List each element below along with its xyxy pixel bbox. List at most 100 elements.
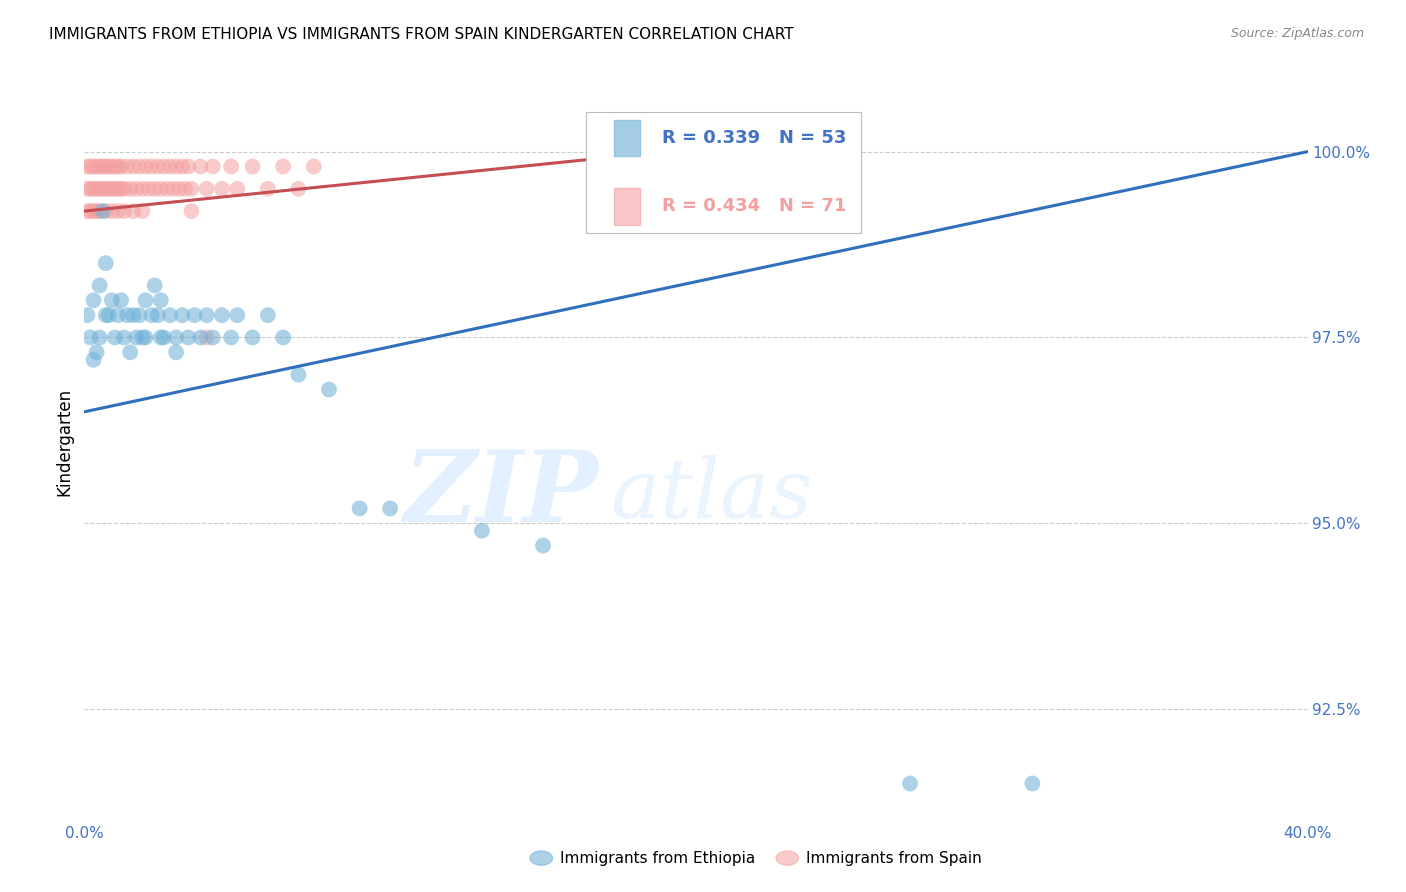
Point [97,308,120,322]
Point [287,182,309,196]
Point [79,182,101,196]
Point [122,308,145,322]
Point [110,160,132,174]
Point [110,293,132,308]
Point [83,160,105,174]
Point [83,352,105,367]
Point [471,524,494,538]
Point [146,160,169,174]
Point [271,330,294,344]
Point [153,160,176,174]
Point [94,204,117,219]
Point [79,330,101,344]
Point [201,330,224,344]
Point [125,182,148,196]
Point [257,308,280,322]
Point [172,308,194,322]
Point [242,160,264,174]
Point [131,330,153,344]
Text: Source: ZipAtlas.com: Source: ZipAtlas.com [1230,27,1364,40]
Point [107,308,129,322]
Point [112,204,135,219]
Point [76,308,98,322]
Point [165,160,187,174]
Point [131,182,153,196]
Point [135,160,157,174]
Point [380,501,402,516]
Point [110,182,132,196]
Point [107,204,129,219]
Point [226,308,249,322]
Point [226,182,249,196]
Point [138,182,160,196]
Point [122,204,145,219]
Point [89,160,111,174]
Point [76,160,98,174]
Point [195,308,218,322]
Point [183,308,205,322]
Point [107,182,129,196]
Point [125,330,148,344]
Point [122,160,145,174]
Point [180,204,202,219]
Text: R = 0.339   N = 53: R = 0.339 N = 53 [662,129,846,147]
FancyBboxPatch shape [586,112,860,233]
Point [190,330,212,344]
Point [101,293,124,308]
Point [165,345,187,359]
Point [211,308,233,322]
Point [177,160,200,174]
Point [83,204,105,219]
Point [149,330,172,344]
Point [128,160,150,174]
Point [76,204,98,219]
Point [131,204,153,219]
Point [302,160,325,174]
Point [101,160,124,174]
Point [104,330,127,344]
Point [115,308,138,322]
Point [89,330,111,344]
Point [190,160,212,174]
Point [79,160,101,174]
Text: R = 0.434   N = 71: R = 0.434 N = 71 [662,197,846,216]
Point [174,182,197,196]
Point [94,182,117,196]
Point [89,204,111,219]
Point [89,278,111,293]
Point [101,204,124,219]
Point [211,182,233,196]
Point [91,204,114,219]
Point [219,160,242,174]
Point [86,160,108,174]
Point [76,182,98,196]
Point [141,160,163,174]
Point [167,182,190,196]
Point [94,308,117,322]
Point [135,293,157,308]
Point [104,182,127,196]
Point [172,160,194,174]
FancyBboxPatch shape [614,120,640,156]
FancyBboxPatch shape [614,188,640,225]
Point [83,293,105,308]
Point [177,330,200,344]
Point [135,330,157,344]
Point [91,160,114,174]
Point [219,330,242,344]
Point [159,308,181,322]
Text: Immigrants from Spain: Immigrants from Spain [806,851,981,865]
Point [104,160,127,174]
Point [287,368,309,382]
Point [349,501,371,516]
Point [143,182,166,196]
Point [86,204,108,219]
Point [94,160,117,174]
Point [112,330,135,344]
Point [97,182,120,196]
Point [180,182,202,196]
Point [120,345,142,359]
Point [242,330,264,344]
Point [86,345,108,359]
Point [120,182,142,196]
